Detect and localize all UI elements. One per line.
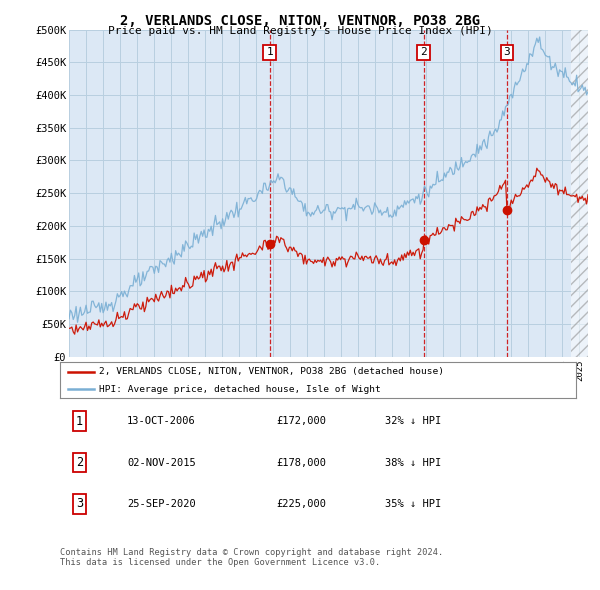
Text: 2, VERLANDS CLOSE, NITON, VENTNOR, PO38 2BG: 2, VERLANDS CLOSE, NITON, VENTNOR, PO38 … <box>120 14 480 28</box>
Text: 2, VERLANDS CLOSE, NITON, VENTNOR, PO38 2BG (detached house): 2, VERLANDS CLOSE, NITON, VENTNOR, PO38 … <box>98 367 444 376</box>
Text: 1: 1 <box>76 415 83 428</box>
Text: 13-OCT-2006: 13-OCT-2006 <box>127 417 196 426</box>
Text: £225,000: £225,000 <box>277 499 327 509</box>
Text: 1: 1 <box>266 47 273 57</box>
Text: £172,000: £172,000 <box>277 417 327 426</box>
Text: 2: 2 <box>420 47 427 57</box>
Text: Price paid vs. HM Land Registry's House Price Index (HPI): Price paid vs. HM Land Registry's House … <box>107 26 493 36</box>
Text: 3: 3 <box>76 497 83 510</box>
Text: 32% ↓ HPI: 32% ↓ HPI <box>385 417 442 426</box>
Text: 25-SEP-2020: 25-SEP-2020 <box>127 499 196 509</box>
Text: 35% ↓ HPI: 35% ↓ HPI <box>385 499 442 509</box>
Text: 02-NOV-2015: 02-NOV-2015 <box>127 458 196 467</box>
Bar <box>571 30 596 357</box>
Text: £178,000: £178,000 <box>277 458 327 467</box>
Text: Contains HM Land Registry data © Crown copyright and database right 2024.
This d: Contains HM Land Registry data © Crown c… <box>60 548 443 567</box>
Text: 3: 3 <box>503 47 510 57</box>
Text: HPI: Average price, detached house, Isle of Wight: HPI: Average price, detached house, Isle… <box>98 385 380 394</box>
Text: 2: 2 <box>76 456 83 469</box>
Text: 38% ↓ HPI: 38% ↓ HPI <box>385 458 442 467</box>
